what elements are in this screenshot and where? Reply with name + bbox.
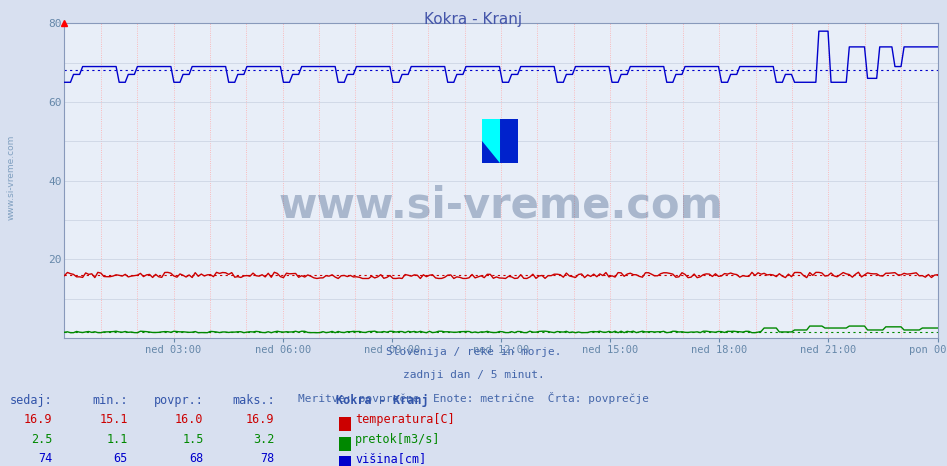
Polygon shape	[482, 119, 500, 163]
Text: 16.0: 16.0	[175, 413, 204, 426]
Text: 1.5: 1.5	[182, 433, 204, 446]
Text: sedaj:: sedaj:	[9, 394, 52, 407]
Text: 3.2: 3.2	[253, 433, 275, 446]
Text: 1.1: 1.1	[106, 433, 128, 446]
Text: www.si-vreme.com: www.si-vreme.com	[278, 185, 724, 227]
Polygon shape	[482, 119, 500, 141]
Text: višina[cm]: višina[cm]	[355, 452, 426, 466]
Text: maks.:: maks.:	[232, 394, 275, 407]
Text: 74: 74	[38, 452, 52, 466]
Text: 65: 65	[114, 452, 128, 466]
Text: min.:: min.:	[92, 394, 128, 407]
Text: zadnji dan / 5 minut.: zadnji dan / 5 minut.	[402, 370, 545, 379]
Text: 16.9: 16.9	[246, 413, 275, 426]
Text: 16.9: 16.9	[24, 413, 52, 426]
Text: www.si-vreme.com: www.si-vreme.com	[7, 134, 16, 220]
Text: 2.5: 2.5	[30, 433, 52, 446]
Text: Slovenija / reke in morje.: Slovenija / reke in morje.	[385, 347, 562, 357]
Text: 78: 78	[260, 452, 275, 466]
Text: pretok[m3/s]: pretok[m3/s]	[355, 433, 440, 446]
Text: temperatura[C]: temperatura[C]	[355, 413, 455, 426]
Text: 15.1: 15.1	[99, 413, 128, 426]
Text: 68: 68	[189, 452, 204, 466]
Text: Meritve: povprečne  Enote: metrične  Črta: povprečje: Meritve: povprečne Enote: metrične Črta:…	[298, 392, 649, 404]
Text: Kokra - Kranj: Kokra - Kranj	[424, 12, 523, 27]
Text: Kokra - Kranj: Kokra - Kranj	[336, 394, 429, 407]
Text: povpr.:: povpr.:	[153, 394, 204, 407]
